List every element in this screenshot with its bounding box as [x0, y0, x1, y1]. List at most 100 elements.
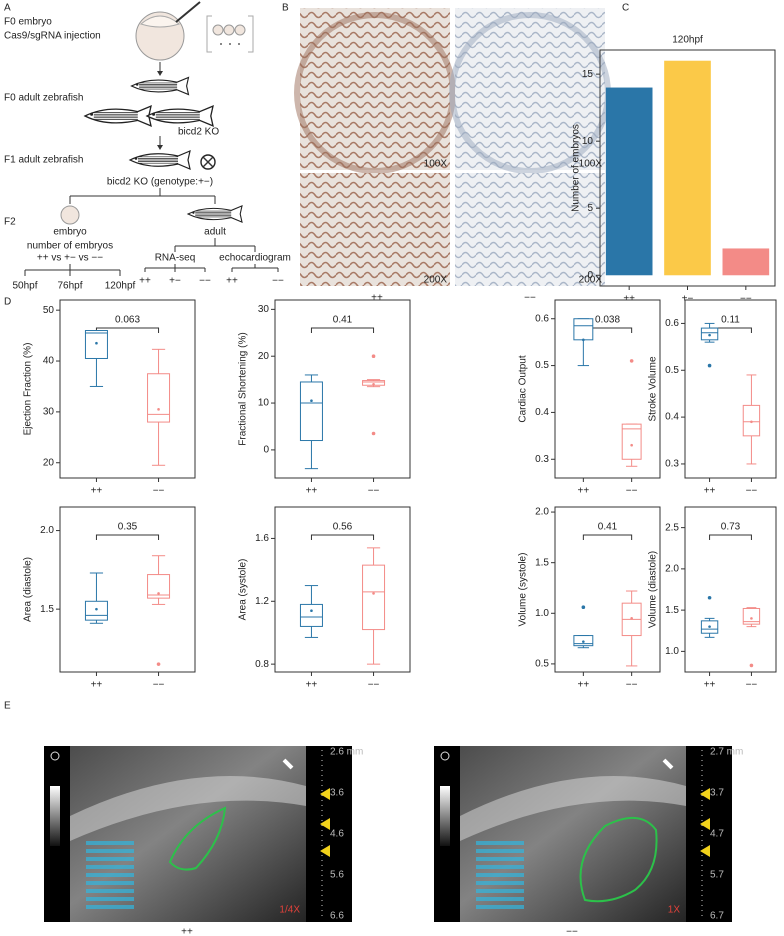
panel-letter: B: [282, 3, 289, 14]
x-tick-label: −−: [626, 680, 638, 691]
label: 50hpf: [12, 281, 37, 292]
box: [573, 318, 594, 341]
label: 76hpf: [57, 281, 82, 292]
y-axis-label: Stroke Volume: [648, 356, 659, 421]
box: [362, 564, 386, 631]
y-tick-label: 0.5: [665, 365, 679, 376]
y-tick-label: 0.8: [255, 659, 269, 670]
x-tick-label: ++: [91, 486, 103, 497]
y-axis-label: Volume (systole): [518, 553, 529, 627]
label: 200X: [424, 275, 448, 286]
outlier: [749, 663, 754, 668]
x-tick-label: ++: [578, 680, 590, 691]
mini-embryo: [223, 24, 235, 36]
zebrafish-icon: [130, 76, 190, 96]
y-tick-label: 2.0: [40, 525, 54, 536]
x-tick-label: ++: [704, 680, 716, 691]
label: +−: [169, 276, 181, 287]
p-value: 0.73: [721, 522, 741, 533]
depth-label: 3.7: [710, 788, 724, 799]
y-axis-label: Fractional Shortening (%): [238, 332, 249, 445]
label: embryo: [53, 227, 87, 238]
y-axis-label: Number of embryos: [571, 124, 582, 212]
label: number of embryos: [27, 241, 113, 252]
bar: [722, 248, 770, 276]
label: 100X: [579, 159, 603, 170]
label: ++: [139, 276, 151, 287]
box: [147, 373, 171, 423]
y-tick-label: 0.5: [535, 659, 549, 670]
plot-frame: [554, 299, 661, 479]
mean-dot: [95, 607, 98, 611]
dot: [220, 43, 222, 45]
zoom-icon: [50, 751, 60, 761]
label: F0 adult zebrafish: [4, 93, 84, 104]
y-tick-label: 1.5: [40, 604, 54, 615]
y-axis-label: Area (diastole): [23, 557, 34, 622]
label: RNA-seq: [155, 253, 196, 264]
significance-bracket: [310, 534, 375, 540]
mean-dot: [750, 420, 753, 424]
panel-letter: D: [4, 297, 11, 308]
ultrasound-image: [460, 746, 686, 922]
plot-frame: [554, 506, 661, 673]
y-tick-label: 1.5: [665, 605, 679, 616]
p-value: 0.56: [333, 522, 353, 533]
marker-triangle: [700, 845, 710, 857]
bar: [605, 87, 653, 276]
outlier: [629, 359, 634, 363]
x-tick-label: +−: [682, 294, 694, 305]
p-value: 0.35: [118, 522, 138, 533]
label: F0 embryo: [4, 17, 52, 28]
measurement-text: [86, 897, 134, 901]
measurement-text: [86, 841, 134, 845]
plot-frame: [684, 299, 777, 479]
gray-scale-bar: [440, 786, 450, 846]
zoom-icon: [440, 751, 450, 761]
mean-dot: [708, 333, 711, 337]
x-tick-label: ++: [578, 486, 590, 497]
y-tick-label: 1.2: [255, 596, 269, 607]
mean-dot: [157, 592, 160, 595]
y-tick-label: 2.0: [535, 507, 549, 518]
measurement-text: [86, 865, 134, 869]
y-tick-label: 0.3: [535, 454, 549, 465]
mean-dot: [310, 609, 313, 613]
fish-eye: [90, 112, 94, 116]
x-tick-label: −−: [626, 486, 638, 497]
x-tick-label: ++: [306, 486, 318, 497]
depth-label: 2.6 mm: [330, 747, 363, 758]
label: echocardiogram: [219, 253, 291, 264]
y-tick-label: 20: [258, 351, 270, 362]
p-value: 0.063: [115, 315, 140, 326]
mean-dot: [582, 640, 585, 643]
depth-label: 4.6: [330, 829, 344, 840]
label: adult: [204, 227, 226, 238]
label: Cas9/sgRNA injection: [4, 31, 101, 42]
y-tick-label: 50: [43, 305, 55, 316]
plot-frame: [684, 506, 777, 673]
box: [299, 381, 323, 442]
measurement-text: [86, 905, 134, 909]
embryo-cell: [139, 15, 181, 28]
mean-dot: [157, 408, 160, 411]
depth-label: 6.6: [330, 911, 344, 922]
y-tick-label: 0.6: [665, 318, 679, 329]
bracket: [206, 15, 254, 53]
gray-scale-bar: [50, 786, 60, 846]
outlier: [371, 354, 376, 359]
depth-label: 2.7 mm: [710, 747, 743, 758]
zebrafish-icon: [128, 150, 191, 170]
mean-dot: [310, 399, 313, 403]
label: F1 adult zebrafish: [4, 155, 84, 166]
mean-dot: [750, 617, 753, 620]
p-value: 0.41: [598, 522, 618, 533]
histology-image: [455, 173, 605, 286]
mean-dot: [95, 341, 98, 345]
probe-icon: [662, 758, 674, 770]
x-tick-label: −−: [153, 680, 165, 691]
needle: [175, 1, 201, 23]
y-tick-label: 20: [43, 457, 55, 468]
histology-image: [300, 173, 450, 286]
y-tick-label: 1.0: [665, 646, 679, 657]
